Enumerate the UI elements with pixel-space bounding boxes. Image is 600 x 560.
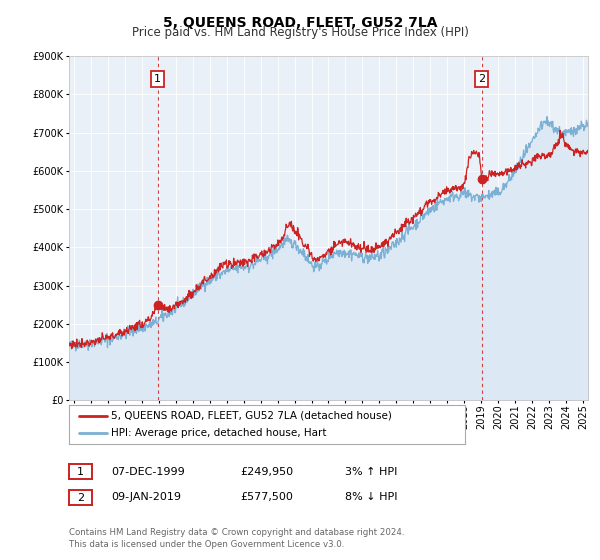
Text: 2: 2	[478, 74, 485, 84]
Text: £249,950: £249,950	[240, 466, 293, 477]
Text: 2: 2	[77, 493, 84, 502]
Text: £577,500: £577,500	[240, 492, 293, 502]
Text: 1: 1	[154, 74, 161, 84]
Text: 1: 1	[77, 467, 84, 477]
Text: 5, QUEENS ROAD, FLEET, GU52 7LA: 5, QUEENS ROAD, FLEET, GU52 7LA	[163, 16, 437, 30]
Text: Contains HM Land Registry data © Crown copyright and database right 2024.
This d: Contains HM Land Registry data © Crown c…	[69, 528, 404, 549]
Text: 8% ↓ HPI: 8% ↓ HPI	[345, 492, 398, 502]
Text: 07-DEC-1999: 07-DEC-1999	[111, 466, 185, 477]
Text: 3% ↑ HPI: 3% ↑ HPI	[345, 466, 397, 477]
Text: Price paid vs. HM Land Registry's House Price Index (HPI): Price paid vs. HM Land Registry's House …	[131, 26, 469, 39]
Text: 5, QUEENS ROAD, FLEET, GU52 7LA (detached house): 5, QUEENS ROAD, FLEET, GU52 7LA (detache…	[110, 410, 391, 421]
Text: HPI: Average price, detached house, Hart: HPI: Average price, detached house, Hart	[110, 428, 326, 438]
Text: 09-JAN-2019: 09-JAN-2019	[111, 492, 181, 502]
